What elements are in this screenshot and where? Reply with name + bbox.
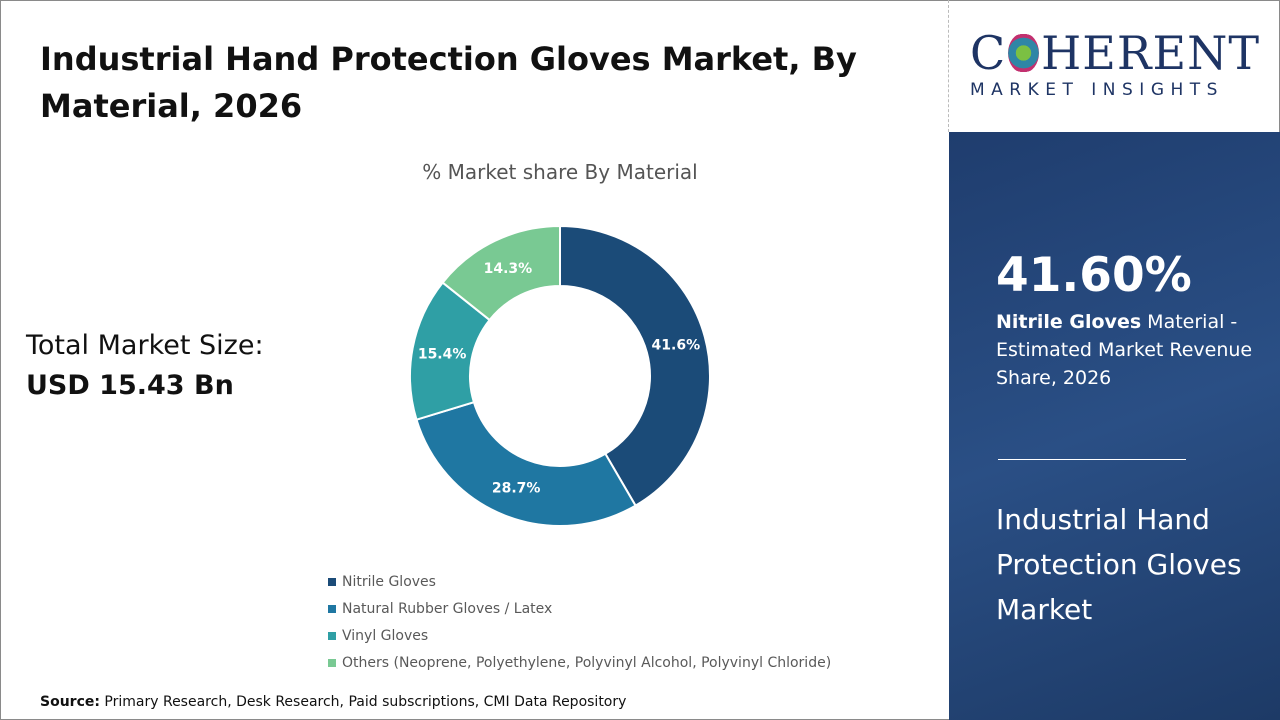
- side-title: Industrial Hand Protection Gloves Market: [996, 503, 1242, 626]
- kpi-value: 41.60%: [996, 248, 1192, 303]
- legend-label: Vinyl Gloves: [342, 627, 429, 644]
- slice-0: [559, 224, 711, 507]
- kpi-segment: Nitrile Gloves: [996, 311, 1142, 333]
- legend-label: Others (Neoprene, Polyethylene, Polyviny…: [342, 654, 832, 671]
- legend-swatch: [328, 604, 336, 613]
- data-label-2: 15.4%: [418, 347, 467, 363]
- data-label-3: 14.3%: [484, 261, 533, 277]
- logo-tagline: MARKET INSIGHTS: [970, 80, 1224, 100]
- legend-swatch: [328, 658, 336, 667]
- total-market-size: Total Market Size: USD 15.43 Bn: [26, 326, 264, 406]
- kpi-text: Material - Estimated Market Revenue Shar…: [996, 311, 1253, 389]
- legend-swatch: [328, 631, 336, 640]
- source-text: Primary Research, Desk Research, Paid su…: [104, 694, 627, 710]
- legend-item: Nitrile Gloves: [328, 568, 831, 595]
- divider: [948, 0, 949, 132]
- logo-c: C: [970, 26, 1007, 80]
- total-label: Total Market Size:: [26, 330, 264, 361]
- chart-title: % Market share By Material: [422, 160, 698, 184]
- slice-3: [441, 224, 561, 322]
- donut-chart: 41.6% 28.7% 15.4% 14.3%: [409, 224, 711, 527]
- legend-label: Natural Rubber Gloves / Latex: [342, 600, 553, 617]
- legend-swatch: [328, 577, 336, 586]
- source-note: Source: Primary Research, Desk Research,…: [40, 694, 626, 710]
- legend-item: Others (Neoprene, Polyethylene, Polyviny…: [328, 649, 831, 676]
- globe-icon: [1008, 33, 1040, 73]
- legend: Nitrile Gloves Natural Rubber Gloves / La…: [328, 568, 831, 676]
- logo-rest: HERENT: [1041, 26, 1260, 80]
- slice-1: [415, 400, 637, 527]
- page-title: Industrial Hand Protection Gloves Market…: [40, 40, 857, 125]
- source-label: Source:: [40, 694, 100, 710]
- total-value: USD 15.43 Bn: [26, 370, 234, 401]
- legend-label: Nitrile Gloves: [342, 573, 436, 590]
- legend-item: Vinyl Gloves: [328, 622, 831, 649]
- data-label-1: 28.7%: [492, 481, 541, 497]
- kpi-description: Nitrile Gloves Material - Estimated Mark…: [996, 308, 1256, 392]
- legend-item: Natural Rubber Gloves / Latex: [328, 595, 831, 622]
- side-divider: [998, 459, 1186, 460]
- data-label-0: 41.6%: [652, 338, 701, 354]
- side-panel: [949, 132, 1280, 720]
- logo: C HERENT MARKET INSIGHTS: [970, 28, 1260, 100]
